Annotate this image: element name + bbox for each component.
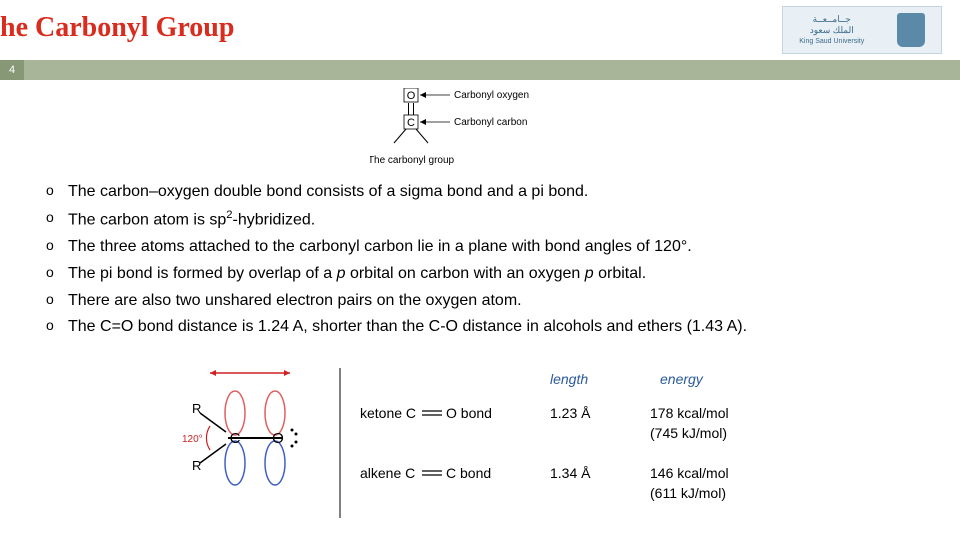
bullet-item: The carbon–oxygen double bond consists o…	[46, 180, 916, 205]
col-length-header: length	[550, 371, 588, 387]
bullet-item: The three atoms attached to the carbonyl…	[46, 235, 916, 260]
bullet-item: The carbon atom is sp2-hybridized.	[46, 207, 916, 233]
bullet-item: The pi bond is formed by overlap of a p …	[46, 262, 916, 287]
row2-energy1: 146 kcal/mol	[650, 465, 729, 481]
bond-angle-label: 120°	[182, 434, 203, 445]
atom-c-label: C	[407, 117, 415, 129]
row1-label: ketone C	[360, 405, 416, 421]
page-number: 4	[0, 60, 24, 80]
logo-crest	[897, 13, 925, 47]
row1-label2: O bond	[446, 405, 492, 421]
bullet-item: The C=O bond distance is 1.24 A, shorter…	[46, 315, 916, 340]
orbital-sketch: C O R R 120°	[182, 370, 298, 485]
row2-length: 1.34 Å	[550, 465, 591, 481]
row1-energy1: 178 kcal/mol	[650, 405, 729, 421]
university-logo: جــامــعــة الملك سعود King Saud Univers…	[782, 6, 942, 54]
row2-label: alkene C	[360, 465, 415, 481]
bullet-item: There are also two unshared electron pai…	[46, 289, 916, 314]
row2-label2: C bond	[446, 465, 491, 481]
row2-energy2: (611 kJ/mol)	[650, 485, 726, 501]
carbonyl-carbon-label: Carbonyl carbon	[454, 117, 527, 128]
title-text: he Carbonyl Group	[0, 12, 234, 43]
page-number-bar	[0, 60, 960, 80]
carbonyl-oxygen-label: Carbonyl oxygen	[454, 90, 529, 101]
row1-energy2: (745 kJ/mol)	[650, 425, 727, 441]
r-label: R	[192, 458, 201, 473]
carbonyl-structure-diagram: O C Carbonyl oxygen Carbonyl carbon The …	[370, 88, 590, 168]
atom-o-label: O	[407, 90, 416, 102]
bond-comparison-diagram: C O R R 120° length energy ketone C O bo…	[180, 358, 800, 528]
orbital-c-label: C	[230, 430, 241, 447]
row1-length: 1.23 Å	[550, 405, 591, 421]
logo-text: جــامــعــة الملك سعود King Saud Univers…	[799, 14, 864, 46]
bullet-list: The carbon–oxygen double bond consists o…	[46, 180, 916, 342]
diagram1-caption: The carbonyl group	[370, 155, 455, 166]
r-label: R	[192, 401, 201, 416]
page-title: he Carbonyl Group	[0, 12, 234, 44]
col-energy-header: energy	[660, 371, 704, 387]
orbital-o-label: O	[272, 430, 284, 447]
